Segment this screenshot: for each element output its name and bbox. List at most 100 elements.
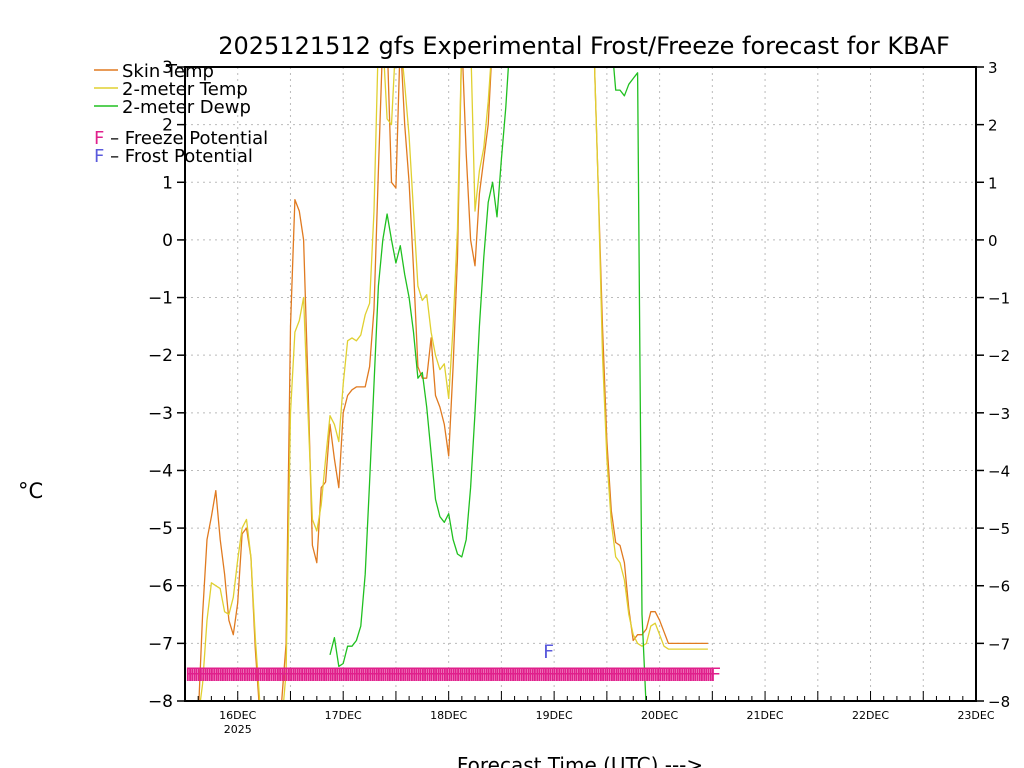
freeze-flag: F: [521, 664, 532, 686]
freeze-flag: F: [631, 664, 642, 686]
freeze-flag: F: [268, 664, 279, 686]
freeze-flag: F: [251, 664, 262, 686]
freeze-flag: F: [236, 664, 247, 686]
freeze-flag: F: [449, 664, 460, 686]
freeze-flag: F: [493, 664, 504, 686]
freeze-flag: F: [260, 664, 271, 686]
y-tick-label-right: 0: [988, 232, 998, 250]
freeze-flag: F: [671, 664, 682, 686]
freeze-flag: F: [466, 664, 477, 686]
freeze-flag: F: [673, 664, 684, 686]
x-tick-label: 21DEC: [747, 709, 784, 722]
freeze-flag: F: [686, 664, 697, 686]
freeze-flag: F: [400, 664, 411, 686]
freeze-flag: F: [475, 664, 486, 686]
freeze-flag: F: [690, 664, 701, 686]
freeze-flag: F: [541, 664, 552, 686]
y-tick-label-right: 1: [988, 174, 998, 192]
freeze-flag: F: [629, 664, 640, 686]
x-tick-label: 17DEC: [325, 709, 362, 722]
freeze-flag: F: [431, 664, 442, 686]
freeze-flag: F: [301, 664, 312, 686]
y-tick-label: 1: [162, 173, 173, 193]
y-tick-label: 2: [162, 116, 173, 136]
y-tick-label-right: 2: [988, 117, 998, 135]
freeze-flag: F: [633, 664, 644, 686]
axis-ticks: 3 3 2 2 1 1 0 0 −1 −1 −2 −2 −3 −3 −4 −4 −5 −5 −6 −6 −7 −7 −8 −8…: [148, 58, 1010, 736]
freeze-flag: F: [554, 664, 565, 686]
freeze-flag: F: [679, 664, 690, 686]
freeze-flag: F: [337, 664, 348, 686]
freeze-flag: F: [321, 664, 332, 686]
freeze-flag: F: [372, 664, 383, 686]
freeze-flag: F: [611, 664, 622, 686]
freeze-flag: F: [315, 664, 326, 686]
x-tick-label: 16DEC: [219, 709, 256, 722]
freeze-flag: F: [515, 664, 526, 686]
freeze-flag: F: [187, 664, 198, 686]
freeze-flag: F: [526, 664, 537, 686]
freeze-flag: F: [211, 664, 222, 686]
freeze-flag: F: [550, 664, 561, 686]
freeze-flag: F: [701, 664, 712, 686]
freeze-flag: F: [334, 664, 345, 686]
freeze-flag: F: [249, 664, 260, 686]
freeze-flag: F: [653, 664, 664, 686]
x-axis-label: Forecast Time (UTC) --->: [457, 753, 703, 768]
freeze-flag: F: [574, 664, 585, 686]
freeze-flag: F: [359, 664, 370, 686]
freeze-flag: F: [438, 664, 449, 686]
freeze-flag: F: [420, 664, 431, 686]
freeze-flag: F: [510, 664, 521, 686]
freeze-flag: F: [695, 664, 706, 686]
freeze-flag: F: [710, 664, 721, 686]
freeze-flag: F: [310, 664, 321, 686]
x-tick-label: 18DEC: [430, 709, 467, 722]
freeze-flag: F: [453, 664, 464, 686]
freeze-flag: F: [530, 664, 541, 686]
plot-frame: [184, 66, 977, 702]
legend-label: Skin Temp: [122, 61, 214, 82]
freeze-flag: F: [194, 664, 205, 686]
freeze-flag: F: [308, 664, 319, 686]
freeze-flag: F: [409, 664, 420, 686]
freeze-flag: F: [444, 664, 455, 686]
freeze-flag: F: [348, 664, 359, 686]
freeze-flag: F: [185, 664, 196, 686]
freeze-flag: F: [572, 664, 583, 686]
freeze-flag: F: [462, 664, 473, 686]
freeze-flag: F: [242, 664, 253, 686]
freeze-flag: F: [429, 664, 440, 686]
freeze-flag: F: [455, 664, 466, 686]
series-layer: [198, 67, 708, 701]
freeze-flag: F: [203, 664, 214, 686]
freeze-flag: F: [578, 664, 589, 686]
freeze-flag: F: [414, 664, 425, 686]
x-tick-sublabel: 2025: [224, 723, 252, 736]
freeze-flag: F: [282, 664, 293, 686]
freeze-flag: F: [576, 664, 587, 686]
freeze-flag: F: [403, 664, 414, 686]
freeze-flag: F: [293, 664, 304, 686]
freeze-flag: F: [244, 664, 255, 686]
freeze-flag: F: [646, 664, 657, 686]
freeze-flag: F: [471, 664, 482, 686]
freeze-flag: F: [376, 664, 387, 686]
freeze-flag: F: [587, 664, 598, 686]
y-tick-label-right: −1: [988, 290, 1010, 308]
x-tick-label: 22DEC: [852, 709, 889, 722]
freeze-flag: F: [664, 664, 675, 686]
freeze-flag: F: [488, 664, 499, 686]
freeze-flag: F: [596, 664, 607, 686]
freeze-flag: F: [600, 664, 611, 686]
freeze-flag: F: [451, 664, 462, 686]
freeze-flag: F: [598, 664, 609, 686]
freeze-flag: F: [512, 664, 523, 686]
y-tick-label-right: −3: [988, 405, 1010, 423]
freeze-flag: F: [668, 664, 679, 686]
freeze-flag: F: [385, 664, 396, 686]
freeze-flag: F: [233, 664, 244, 686]
freeze-flag: F: [284, 664, 295, 686]
freeze-flag: F: [240, 664, 251, 686]
freeze-flag: F: [258, 664, 269, 686]
